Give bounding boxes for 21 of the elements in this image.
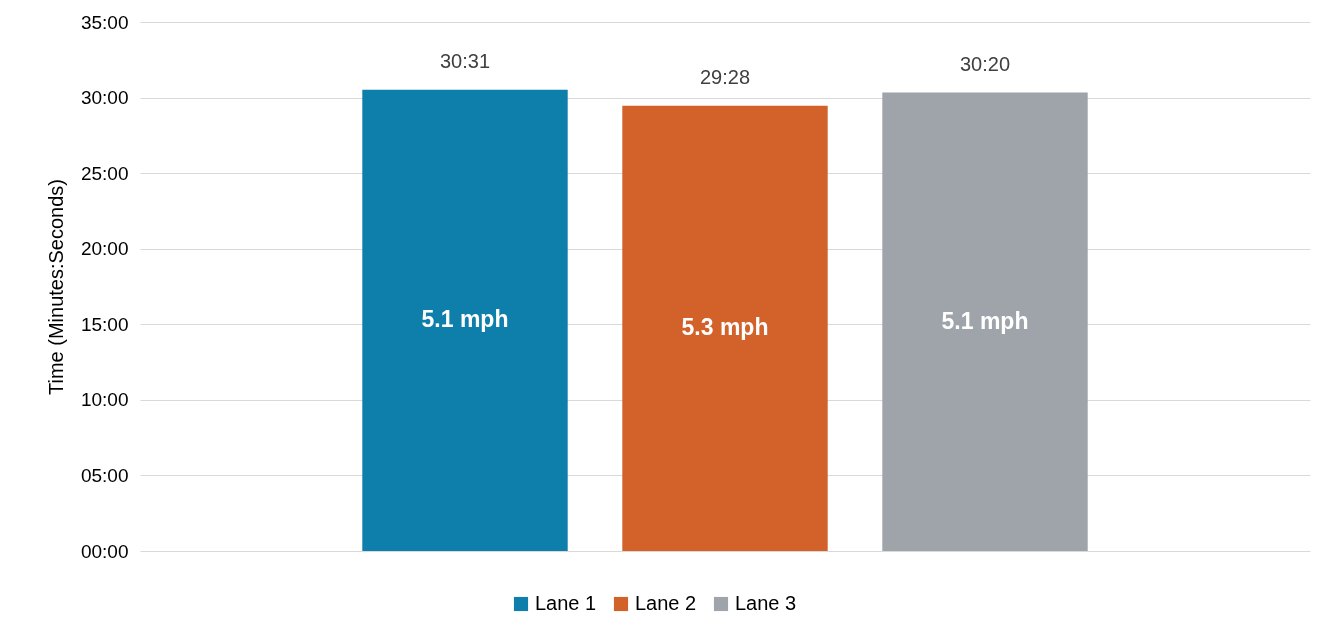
legend-label: Lane 2 xyxy=(635,592,697,614)
annotation: 5.3 mph xyxy=(681,314,769,341)
bar xyxy=(882,92,1088,551)
y-tick-label: 20:00 xyxy=(80,238,129,260)
y-tick-label: 25:00 xyxy=(80,162,129,184)
y-tick-label: 00:00 xyxy=(80,540,129,562)
bar xyxy=(622,105,828,551)
data-label: 30:20 xyxy=(959,52,1011,75)
y-tick-label: 35:00 xyxy=(80,11,129,33)
y-tick-label: 30:00 xyxy=(80,87,129,109)
y-axis-title: Time (Minutes:Seconds) xyxy=(44,179,67,395)
y-tick-label: 05:00 xyxy=(80,464,129,486)
y-tick-label: 10:00 xyxy=(80,389,129,411)
y-tick-label: 15:00 xyxy=(80,313,129,335)
data-label: 30:31 xyxy=(439,49,491,72)
annotation: 5.1 mph xyxy=(421,306,509,333)
bar xyxy=(362,89,568,551)
annotation: 5.1 mph xyxy=(941,307,1029,334)
legend-label: Lane 3 xyxy=(735,592,797,614)
data-label: 29:28 xyxy=(699,65,751,88)
legend-label: Lane 1 xyxy=(535,592,597,614)
